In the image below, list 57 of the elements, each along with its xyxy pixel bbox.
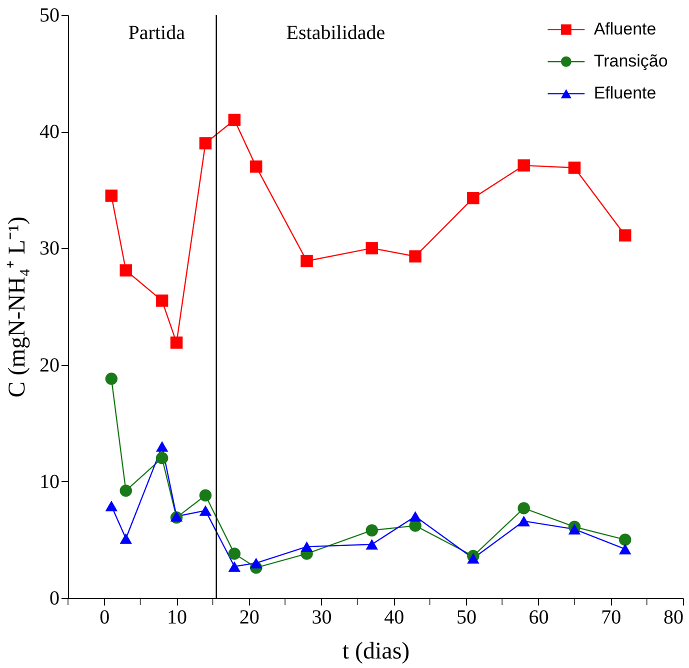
point (250, 558, 262, 568)
legend-label: Afluente (594, 20, 656, 39)
x-tick-label: 10 (167, 606, 188, 628)
point (618, 229, 632, 242)
x-tick-label: 0 (100, 606, 110, 628)
point (618, 534, 632, 546)
point (156, 441, 168, 452)
point (228, 114, 241, 126)
point (199, 505, 212, 516)
x-tick-label: 20 (239, 606, 260, 628)
point (105, 190, 118, 202)
point (170, 336, 183, 349)
x-tick-label: 50 (456, 606, 476, 628)
annotation: Partida (128, 22, 186, 44)
x-tick-label: 30 (312, 606, 332, 628)
x-tick-label: 40 (384, 606, 404, 628)
y-tick-label: 0 (50, 588, 60, 610)
x-axis-title: t (dias) (342, 638, 410, 664)
y-tick-label: 20 (40, 354, 60, 376)
point (409, 250, 422, 262)
y-tick-label: 50 (40, 4, 60, 26)
point (199, 137, 212, 150)
point (156, 294, 168, 307)
point (105, 372, 118, 385)
legend-label: Transição (594, 52, 668, 71)
point (568, 524, 581, 535)
x-tick-label: 60 (528, 606, 549, 628)
y-axis-title: C (mgN-NH₄⁺ L⁻¹) (4, 216, 30, 398)
point (467, 553, 480, 564)
point (120, 533, 132, 544)
point (618, 544, 632, 554)
point (467, 192, 480, 204)
point (105, 500, 118, 512)
point (250, 160, 262, 173)
x-tick-label: 70 (601, 606, 622, 628)
point (120, 264, 132, 276)
x-tick-label: 80 (664, 606, 684, 628)
point (518, 502, 530, 514)
point (199, 489, 212, 502)
point (228, 561, 241, 572)
point (409, 511, 422, 522)
point (156, 452, 168, 464)
y-tick-label: 10 (40, 470, 60, 493)
y-tick-label: 40 (40, 121, 60, 144)
point (366, 539, 378, 550)
point (228, 548, 241, 560)
point (568, 162, 581, 174)
point (366, 524, 378, 536)
point (366, 242, 378, 254)
point (120, 484, 132, 497)
legend-label: Efluente (594, 84, 656, 103)
point (300, 254, 313, 268)
point (300, 541, 313, 552)
annotation: Estabilidade (286, 22, 386, 44)
point (518, 159, 530, 172)
point (518, 516, 530, 526)
y-tick-label: 30 (40, 238, 60, 260)
